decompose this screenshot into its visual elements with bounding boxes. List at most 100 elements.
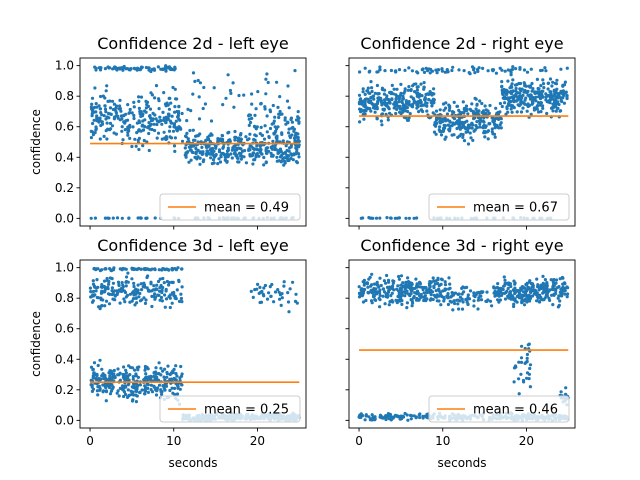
scatter-point <box>92 371 96 375</box>
scatter-point <box>256 282 260 286</box>
scatter-point <box>180 372 184 376</box>
scatter-point <box>168 135 172 139</box>
scatter-point <box>389 90 393 94</box>
scatter-point <box>273 147 277 152</box>
scatter-point <box>417 297 421 301</box>
scatter-point <box>153 128 157 133</box>
scatter-point <box>377 296 381 300</box>
scatter-point <box>375 283 379 287</box>
scatter-point <box>165 101 169 105</box>
scatter-point <box>144 372 148 376</box>
scatter-point <box>149 91 153 95</box>
scatter-point <box>363 281 367 285</box>
scatter-point <box>188 148 192 152</box>
scatter-point <box>156 279 161 284</box>
scatter-point <box>116 367 120 371</box>
x-tick-label: 0 <box>355 434 363 448</box>
axes-frame <box>348 57 576 227</box>
scatter-point <box>287 127 291 131</box>
scatter-point <box>381 294 385 298</box>
scatter-point <box>134 144 138 148</box>
scatter-point <box>540 92 544 96</box>
scatter-point <box>554 89 558 93</box>
scatter-point <box>110 277 114 281</box>
scatter-point <box>90 389 94 393</box>
scatter-point <box>160 290 164 295</box>
scatter-point <box>517 293 521 297</box>
scatter-point <box>151 118 155 122</box>
scatter-point <box>397 97 401 101</box>
scatter-point <box>157 293 161 297</box>
scatter-point <box>404 280 408 284</box>
scatter-point <box>124 368 128 372</box>
scatter-point <box>275 134 279 138</box>
scatter-point <box>171 391 175 395</box>
scatter-point <box>127 129 131 133</box>
scatter-point <box>118 98 122 102</box>
scatter-point <box>504 90 508 94</box>
scatter-point <box>174 364 178 368</box>
scatter-point <box>530 282 535 286</box>
scatter-point <box>391 279 395 283</box>
scatter-point <box>260 289 264 294</box>
scatter-point <box>520 87 524 91</box>
x-axis-label: seconds <box>437 456 486 470</box>
scatter-point <box>435 293 439 297</box>
scatter-point <box>282 280 286 284</box>
scatter-point <box>397 277 401 281</box>
scatter-point <box>388 101 392 105</box>
scatter-point <box>556 100 560 104</box>
scatter-point <box>524 96 528 100</box>
axes-frame <box>79 57 307 227</box>
scatter-point <box>529 95 533 99</box>
scatter-point <box>123 121 127 125</box>
scatter-point <box>253 113 257 117</box>
scatter-point <box>369 80 373 84</box>
scatter-point <box>287 310 291 314</box>
scatter-point <box>457 307 461 311</box>
scatter-point <box>495 116 499 121</box>
scatter-point <box>259 102 263 106</box>
scatter-point <box>562 101 567 105</box>
scatter-point <box>100 268 104 272</box>
scatter-point <box>473 128 477 132</box>
scatter-point <box>118 378 122 382</box>
scatter-point <box>126 388 130 392</box>
scatter-point <box>461 135 465 139</box>
scatter-point <box>472 68 476 72</box>
scatter-point <box>262 155 266 160</box>
scatter-point <box>177 278 181 282</box>
scatter-point <box>177 117 181 121</box>
scatter-point <box>531 285 535 289</box>
scatter-point <box>220 151 224 155</box>
scatter-point <box>257 154 261 158</box>
scatter-point <box>292 136 296 140</box>
scatter-point <box>200 145 204 149</box>
scatter-point <box>122 114 126 118</box>
scatter-point <box>132 113 136 118</box>
scatter-point <box>89 129 93 133</box>
legend: mean = 0.49 <box>159 193 301 221</box>
scatter-point <box>153 292 157 296</box>
scatter-point <box>95 116 99 120</box>
scatter-point <box>368 91 372 95</box>
scatter-point <box>562 289 566 293</box>
scatter-point <box>209 149 213 153</box>
scatter-point <box>189 109 193 113</box>
scatter-point <box>201 150 205 154</box>
y-tick-label: 0.8 <box>55 89 74 103</box>
scatter-point <box>143 384 147 388</box>
scatter-point <box>230 156 234 160</box>
scatter-point <box>154 393 159 397</box>
scatter-point <box>172 367 176 371</box>
scatter-point <box>287 106 291 110</box>
axes-frame <box>348 259 576 429</box>
scatter-point <box>375 290 379 294</box>
scatter-point <box>470 121 474 125</box>
scatter-point <box>486 137 490 141</box>
scatter-point <box>153 267 157 271</box>
x-tick-label: 10 <box>435 434 450 448</box>
scatter-point <box>131 377 135 381</box>
scatter-point <box>104 89 108 93</box>
scatter-point <box>422 81 426 85</box>
